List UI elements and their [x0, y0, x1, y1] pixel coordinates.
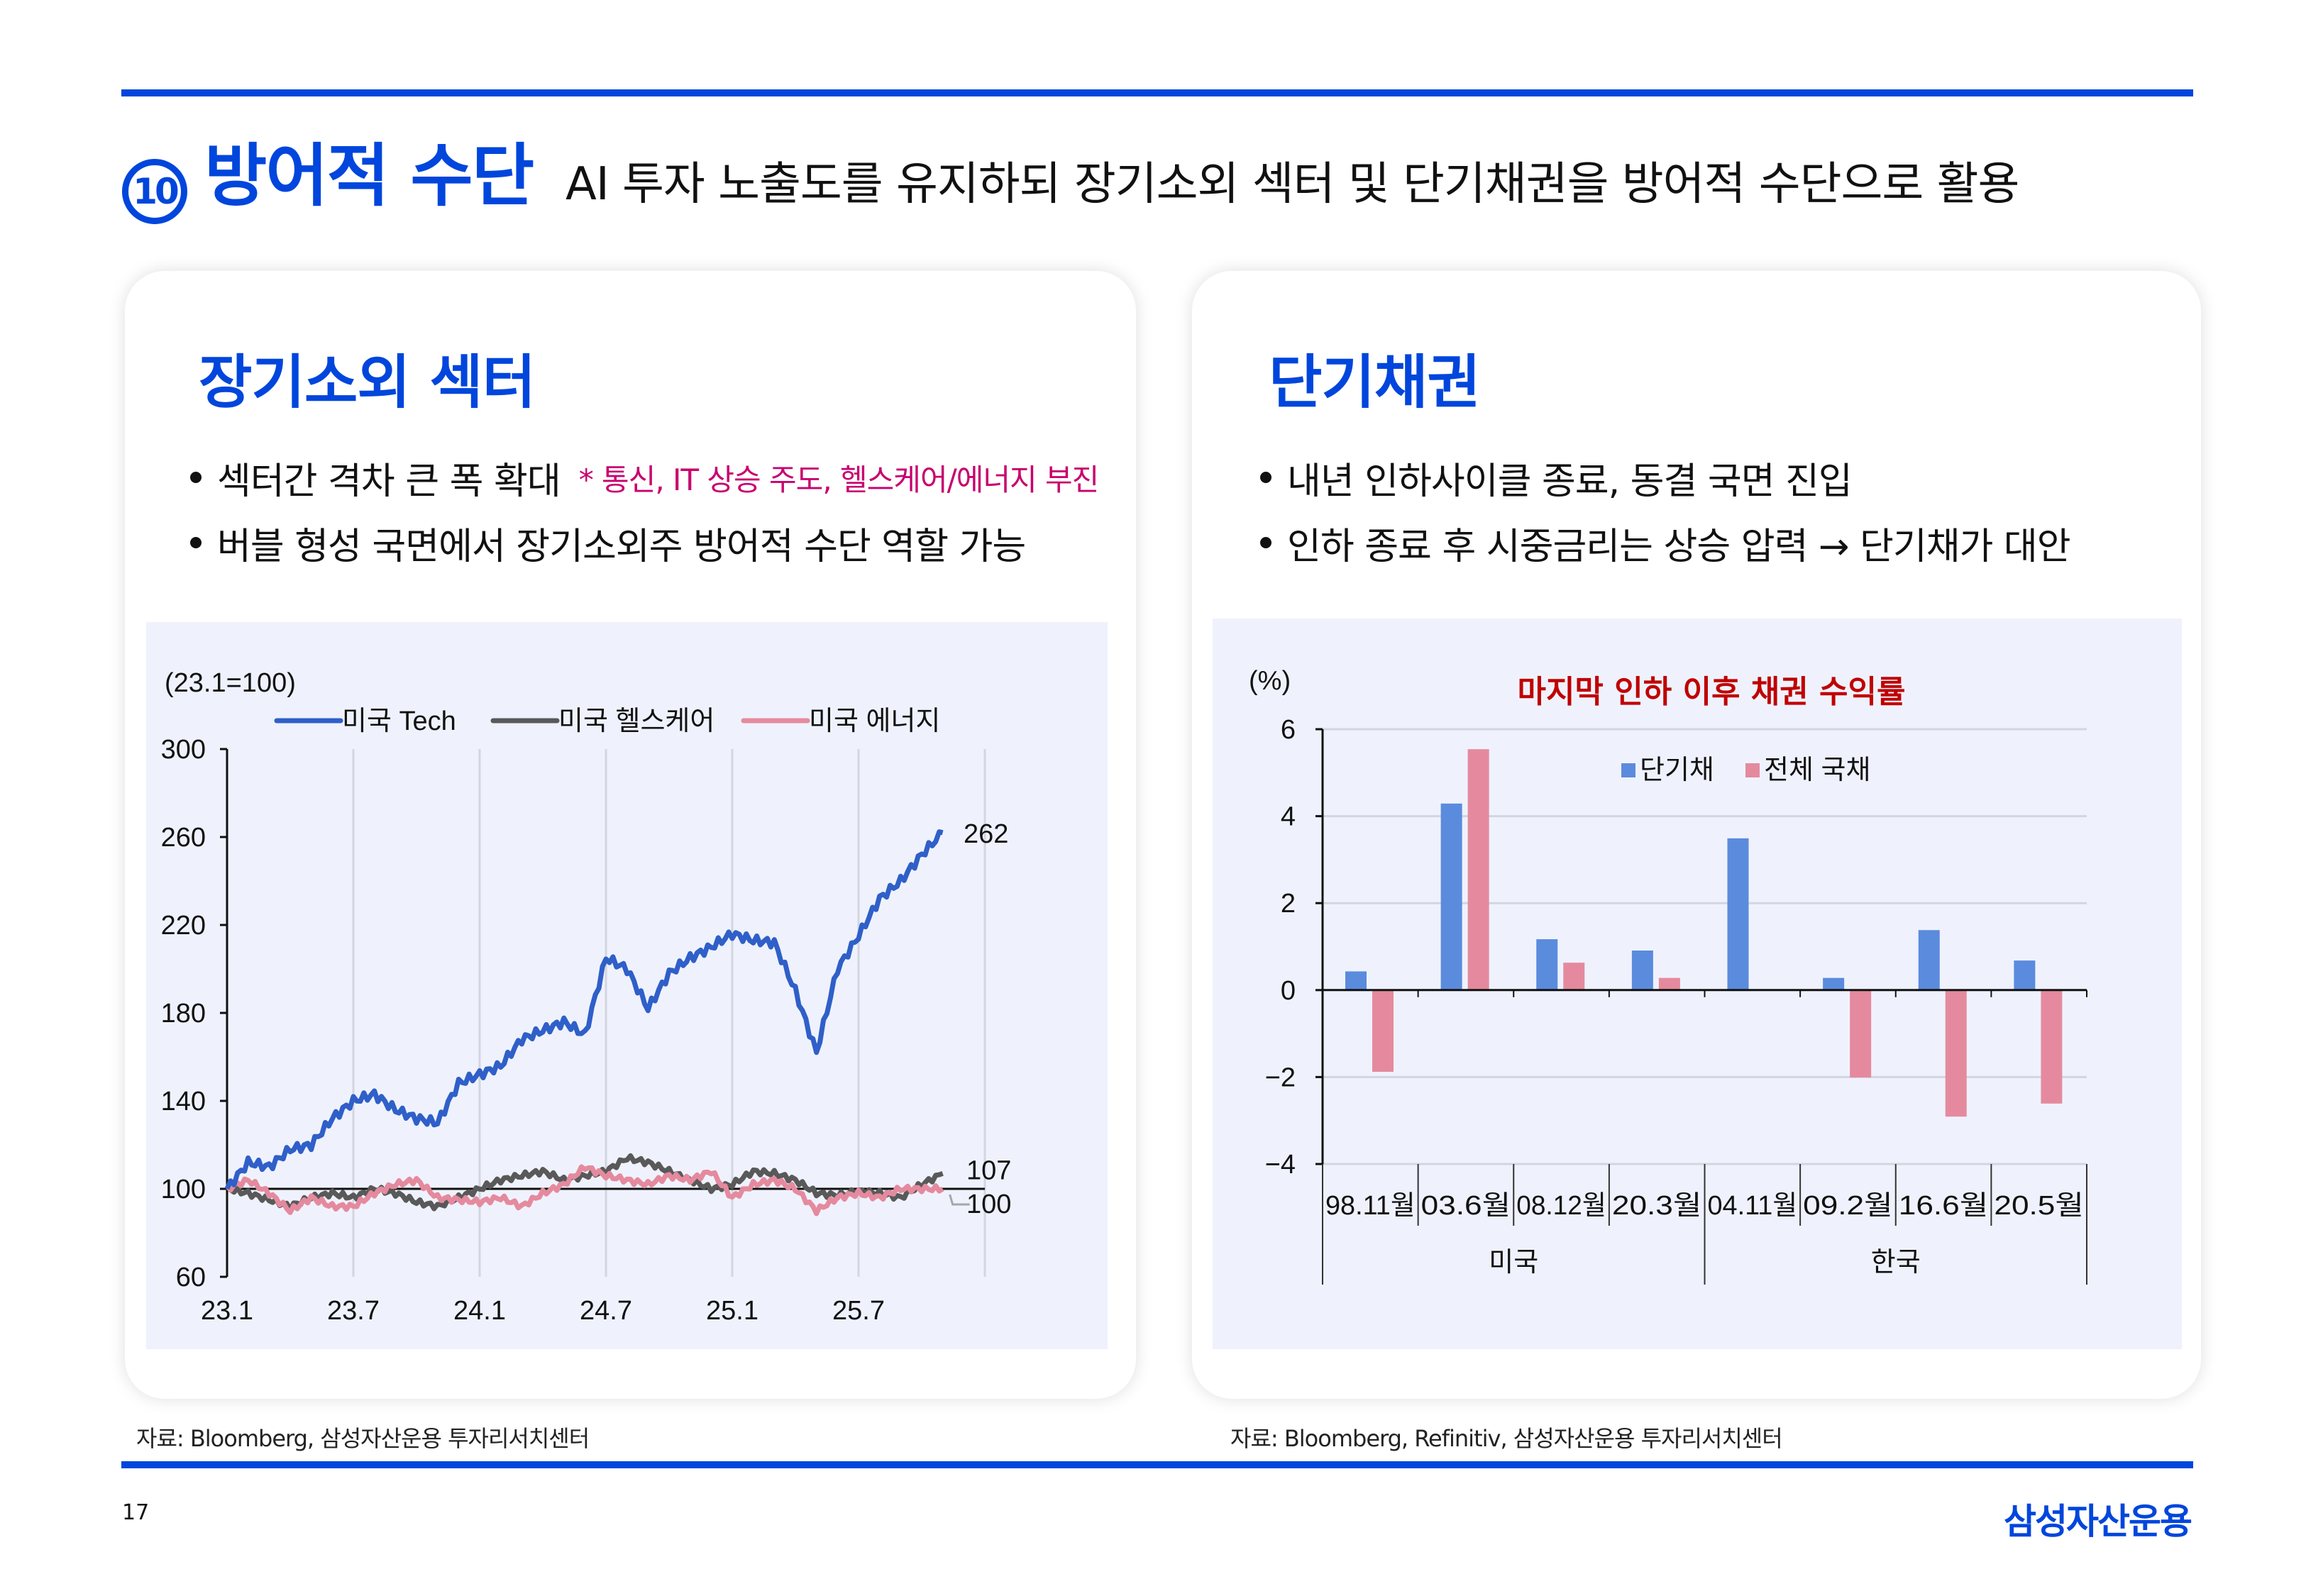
y-tick-label: 140: [161, 1087, 206, 1116]
y-tick-label: 0: [1281, 976, 1296, 1006]
x-category-label: 09.2월: [1803, 1191, 1893, 1221]
card-title: 장기소외 섹터: [199, 349, 536, 416]
legend-label: 미국 Tech: [342, 706, 456, 736]
short-term-bond-card: 단기채권 내년 인하사이클 종료, 동결 국면 진입 인하 종료 후 시중금리는…: [1192, 271, 2201, 1399]
bar: [1658, 977, 1680, 990]
bullet-text: 내년 인하사이클 종료, 동결 국면 진입: [1287, 460, 1853, 503]
top-rule: [121, 89, 2193, 96]
bar: [1372, 990, 1394, 1073]
legend-label: 미국 에너지: [809, 706, 940, 736]
bullet-dot-icon: [190, 537, 202, 548]
bullet-item: 버블 형성 국면에서 장기소외주 방어적 수단 역할 가능: [190, 510, 1098, 575]
y-tick-label: 2: [1281, 889, 1296, 919]
x-category-label: 20.5월: [1994, 1191, 2084, 1221]
card-title: 단기채권: [1269, 349, 1481, 416]
leader-line: [949, 1194, 970, 1206]
bullet-dot-icon: [190, 472, 202, 483]
legend-label: 미국 헬스케어: [558, 706, 715, 736]
x-category-label: 08.12월: [1516, 1191, 1606, 1221]
bullet-text: 인하 종료 후 시중금리는 상승 압력 → 단기채가 대안: [1287, 525, 2071, 568]
bar: [2014, 960, 2036, 990]
x-tick-label: 23.1: [201, 1296, 253, 1326]
legend-swatch-icon: [1621, 763, 1635, 777]
x-tick-label: 25.7: [832, 1296, 885, 1326]
bar: [1945, 990, 1967, 1117]
unit-label: (23.1=100): [165, 668, 296, 698]
y-tick-label: 180: [161, 999, 206, 1029]
bottom-rule: [121, 1461, 2193, 1468]
x-category-label: 04.11월: [1708, 1191, 1798, 1221]
series-line: [224, 829, 944, 1190]
group-label: 한국: [1871, 1248, 1921, 1278]
bullet-dot-icon: [1260, 472, 1271, 483]
y-tick-label: 300: [161, 735, 206, 765]
bullet-item: 내년 인하사이클 종료, 동결 국면 진입: [1260, 445, 2070, 510]
page-header: 10 방어적 수단 AI 투자 노출도를 유지하되 장기소외 섹터 및 단기채권…: [122, 121, 2019, 224]
bullet-item: 섹터간 격차 큰 폭 확대 * 통신, IT 상승 주도, 헬스케어/에너지 부…: [190, 445, 1100, 510]
bar: [1440, 803, 1462, 990]
chart-title: 마지막 인하 이후 채권 수익률: [1517, 674, 1905, 710]
legend-label: 단기채: [1640, 755, 1714, 785]
right-source-note: 자료: Bloomberg, Refinitiv, 삼성자산운용 투자리서치센터: [1230, 1425, 1783, 1452]
bullet-list: 내년 인하사이클 종료, 동결 국면 진입 인하 종료 후 시중금리는 상승 압…: [1260, 445, 2071, 575]
bar: [1631, 951, 1653, 990]
y-tick-label: 100: [161, 1175, 206, 1204]
company-logo: 삼성자산운용: [2004, 1501, 2192, 1542]
y-tick-label: 60: [176, 1263, 206, 1292]
y-tick-label: 4: [1281, 802, 1296, 832]
bullet-text: 섹터간 격차 큰 폭 확대: [217, 460, 561, 503]
x-category-label: 16.6월: [1899, 1191, 1989, 1221]
end-label-energy: 100: [966, 1190, 1011, 1219]
y-tick-label: 220: [161, 911, 206, 941]
end-label-healthcare: 107: [966, 1156, 1011, 1185]
group-label: 미국: [1489, 1248, 1538, 1278]
x-category-label: 03.6월: [1421, 1191, 1511, 1221]
x-category-label: 20.3월: [1612, 1191, 1702, 1221]
bullet-item: 인하 종료 후 시중금리는 상승 압력 → 단기채가 대안: [1260, 510, 2071, 575]
page-title: 방어적 수단: [204, 136, 534, 216]
sector-line-chart-panel: [146, 622, 1108, 1349]
unit-label: (%): [1249, 666, 1291, 696]
bullet-note: * 통신, IT 상승 주도, 헬스케어/에너지 부진: [578, 462, 1100, 497]
page-subtitle: AI 투자 노출도를 유지하되 장기소외 섹터 및 단기채권을 방어적 수단으로…: [566, 158, 2019, 211]
long-neglected-sector-card: 장기소외 섹터 섹터간 격차 큰 폭 확대 * 통신, IT 상승 주도, 헬스…: [125, 271, 1136, 1399]
bar: [1918, 930, 1940, 990]
bar: [1823, 977, 1845, 990]
x-tick-label: 24.7: [580, 1296, 632, 1326]
x-tick-label: 23.7: [327, 1296, 380, 1326]
page-number: 17: [122, 1500, 150, 1525]
y-tick-label: −2: [1265, 1063, 1296, 1092]
legend-swatch-icon: [1745, 763, 1760, 777]
bar: [1536, 939, 1558, 990]
series-line: [225, 1153, 944, 1212]
section-number-badge: 10: [122, 159, 187, 224]
bullet-dot-icon: [1260, 537, 1271, 548]
bar: [1850, 990, 1872, 1078]
y-tick-label: 260: [161, 823, 206, 853]
x-category-label: 98.11월: [1325, 1191, 1416, 1221]
bar: [2041, 990, 2063, 1104]
end-label-tech: 262: [964, 819, 1008, 849]
legend-label: 전체 국채: [1764, 755, 1870, 785]
bar: [1467, 749, 1489, 990]
x-tick-label: 24.1: [453, 1296, 506, 1326]
left-source-note: 자료: Bloomberg, 삼성자산운용 투자리서치센터: [136, 1425, 590, 1452]
y-tick-label: −4: [1265, 1150, 1296, 1180]
bar: [1345, 971, 1367, 990]
x-tick-label: 25.1: [706, 1296, 758, 1326]
bar: [1563, 963, 1585, 990]
series-line: [225, 1164, 944, 1217]
bar: [1727, 838, 1749, 990]
bullet-list: 섹터간 격차 큰 폭 확대 * 통신, IT 상승 주도, 헬스케어/에너지 부…: [190, 445, 1100, 575]
y-tick-label: 6: [1281, 715, 1296, 745]
bullet-text: 버블 형성 국면에서 장기소외주 방어적 수단 역할 가능: [217, 525, 1026, 568]
